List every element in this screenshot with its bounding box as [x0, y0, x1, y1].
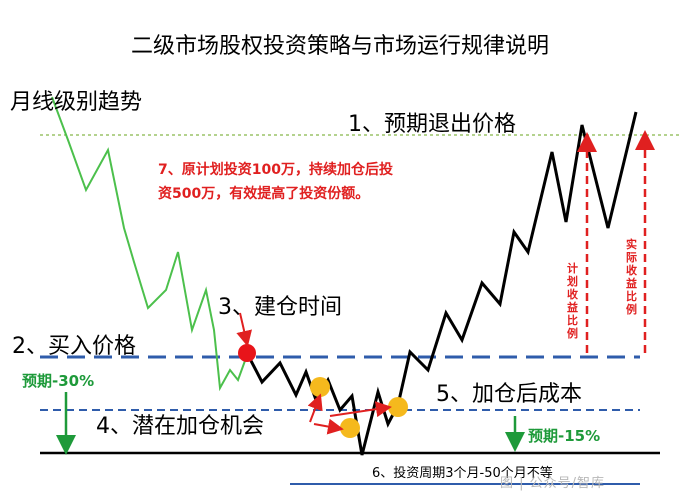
cost-after-add-label: 5、加仓后成本 [436, 382, 582, 407]
add-dot [388, 397, 408, 417]
price-line [245, 111, 638, 456]
monthly-trend-line [51, 96, 247, 392]
exit-price-label: 1、预期退出价格 [348, 112, 516, 137]
monthly-trend-label: 月线级别趋势 [10, 90, 143, 115]
expected-30-label: 预期-30% [22, 372, 95, 390]
planned-return-label: 计划收益比例 [567, 262, 578, 340]
buy-price-label: 2、买入价格 [12, 334, 136, 359]
build-time-label: 3、建仓时间 [218, 295, 342, 320]
add-opportunity-label: 4、潜在加仓机会 [96, 414, 264, 439]
page-title: 二级市场股权投资策略与市场运行规律说明 [130, 34, 549, 59]
entry-dot [238, 344, 256, 362]
add-opportunity-arrow [329, 401, 392, 418]
add-dot [310, 377, 330, 397]
actual-return-label: 实际收益比例 [626, 238, 637, 316]
watermark: 图 | 公众号/智库 [500, 476, 606, 491]
add-opportunity-arrow [307, 393, 323, 423]
investment-note: 7、原计划投资100万，持续加仓后投资500万，有效提高了投资份额。 [158, 162, 393, 202]
expected-15-label: 预期-15% [528, 427, 601, 445]
build-time-arrow [236, 312, 252, 347]
add-dot [340, 418, 360, 438]
investment-period-label: 6、投资周期3个月-50个月不等 [372, 466, 553, 481]
add-opportunity-arrow [313, 418, 344, 435]
